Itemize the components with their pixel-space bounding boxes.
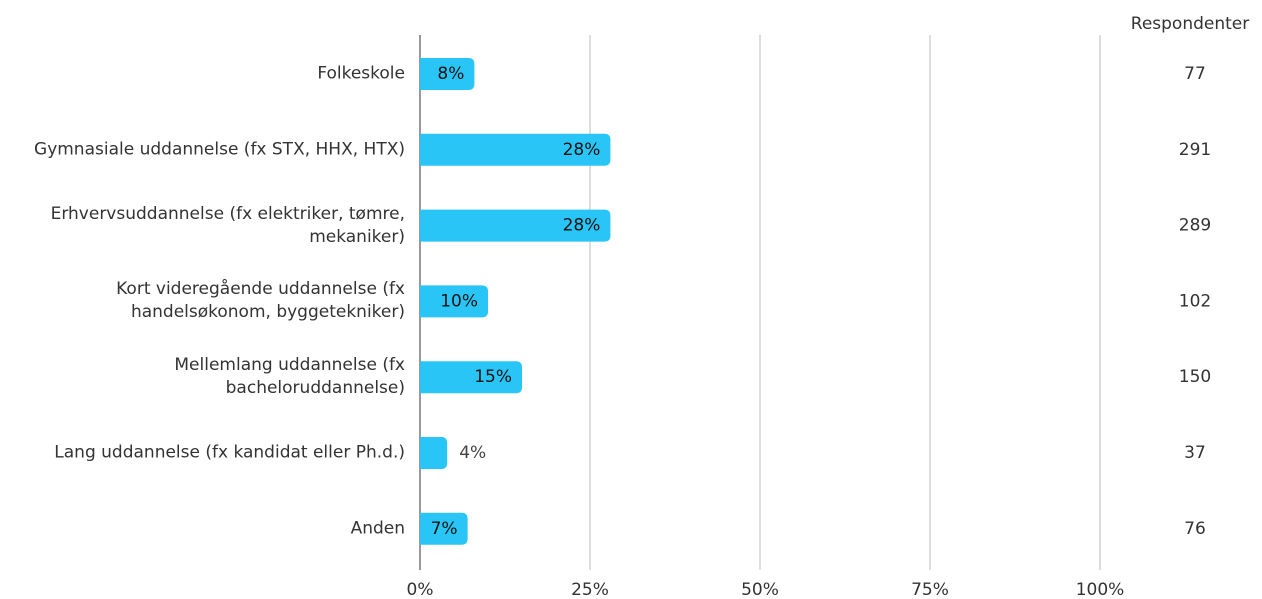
bar: [420, 133, 611, 166]
respondent-count: 291: [1179, 140, 1211, 160]
bar: [420, 512, 468, 545]
bar: [420, 437, 448, 469]
respondent-count: 77: [1184, 64, 1206, 84]
value-label: 28%: [563, 140, 601, 160]
category-label: Erhvervsuddannelse (fx elektriker, tømre…: [50, 203, 405, 247]
respondent-count: 150: [1179, 367, 1211, 387]
bar: [420, 209, 611, 242]
value-label: 15%: [474, 367, 512, 387]
x-tick-label: 100%: [1076, 580, 1125, 599]
respondent-count: 37: [1184, 443, 1206, 463]
category-label: Anden: [350, 518, 405, 539]
value-label: 8%: [437, 64, 464, 84]
respondents-header: Respondenter: [1131, 14, 1249, 34]
category-label: Lang uddannelse (fx kandidat eller Ph.d.…: [54, 442, 405, 463]
category-label: Folkeskole: [317, 63, 405, 84]
respondent-count: 289: [1179, 216, 1211, 236]
respondent-count: 102: [1179, 291, 1211, 311]
x-tick-label: 75%: [911, 580, 949, 599]
x-tick-label: 25%: [571, 580, 609, 599]
value-label: 28%: [563, 216, 601, 236]
value-label: 10%: [440, 291, 478, 311]
bar: [420, 285, 488, 318]
x-tick-label: 50%: [741, 580, 779, 599]
x-tick-label: 0%: [407, 580, 434, 599]
category-label: Mellemlang uddannelse (fx bacheloruddann…: [174, 355, 405, 399]
bar: [420, 361, 522, 394]
value-label: 4%: [459, 443, 486, 463]
category-label: Gymnasiale uddannelse (fx STX, HHX, HTX): [34, 139, 405, 160]
respondent-count: 76: [1184, 519, 1206, 539]
value-label: 7%: [431, 519, 458, 539]
category-label: Kort videregående uddannelse (fx handels…: [116, 279, 405, 323]
bar: [420, 58, 475, 90]
